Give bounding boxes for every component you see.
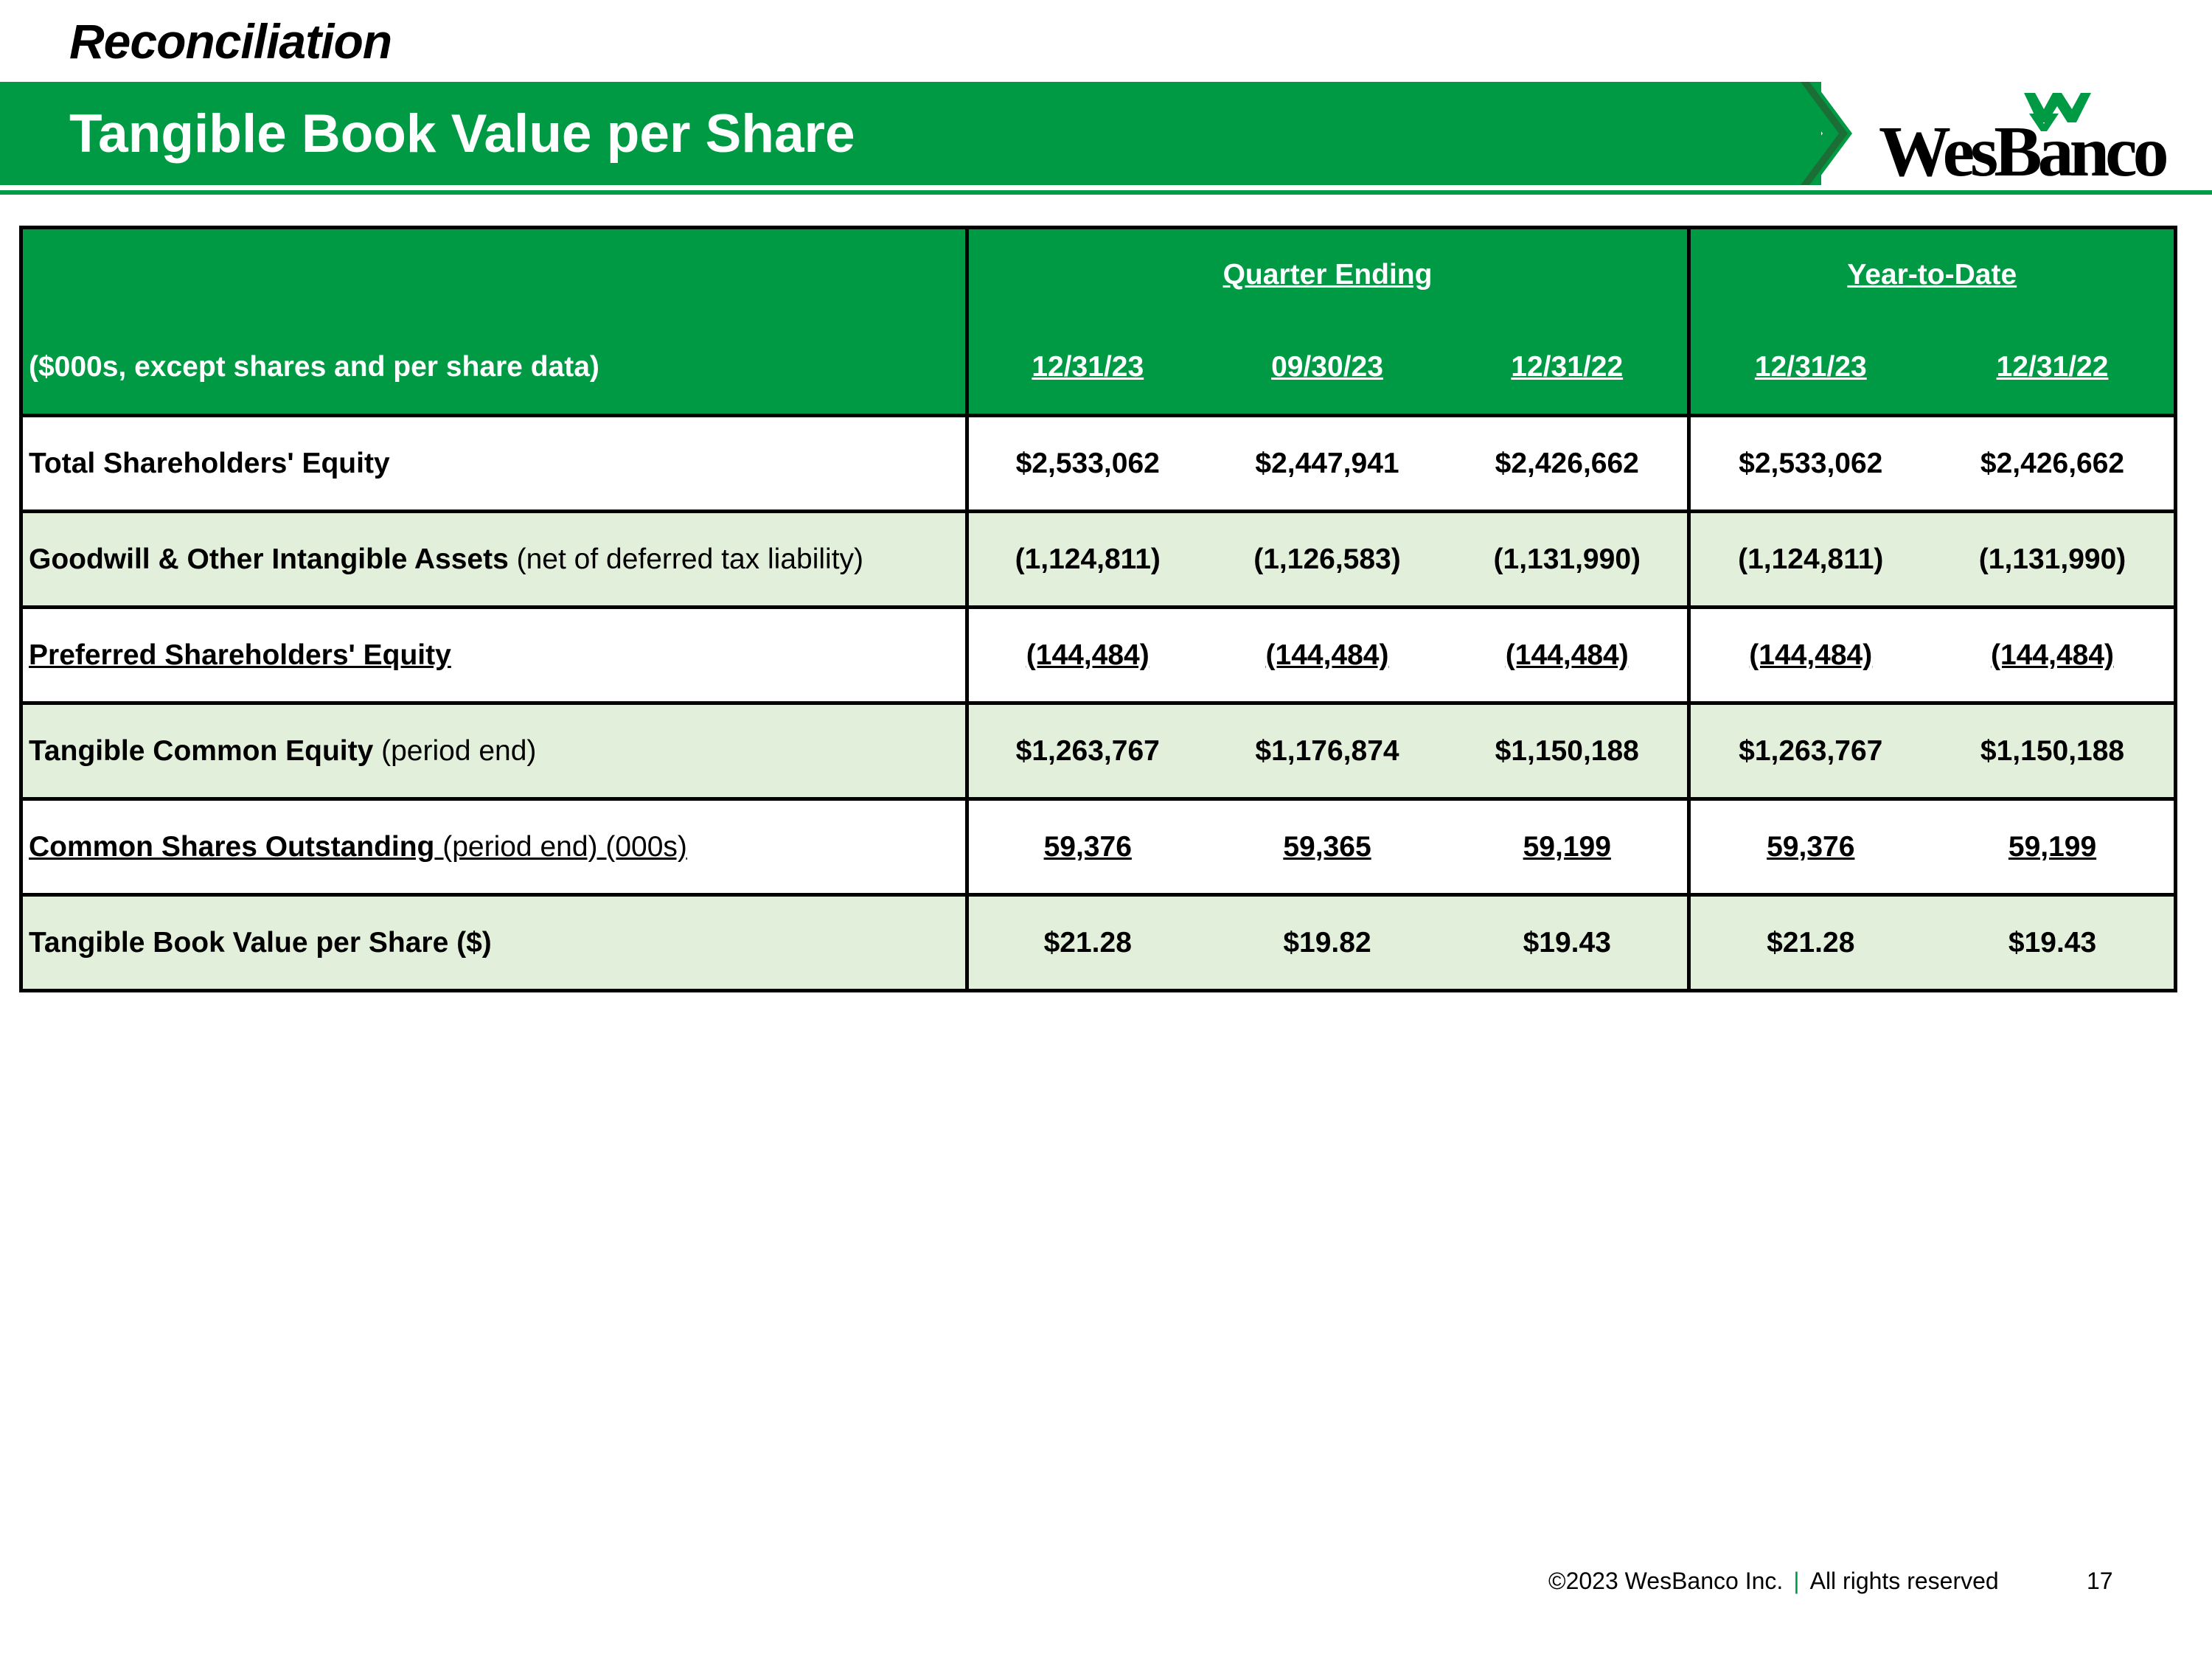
table-cell: (1,131,990) xyxy=(1931,509,2174,608)
table-cell: 59,376 xyxy=(964,797,1207,895)
table-cell: $21.28 xyxy=(1686,893,1932,989)
footer-copyright: ©2023 WesBanco Inc. xyxy=(1548,1568,1784,1594)
table-cell: 59,199 xyxy=(1447,797,1689,895)
table-cell: $1,150,188 xyxy=(1447,701,1689,799)
row-label: Common Shares Outstanding (period end) (… xyxy=(23,797,967,895)
table-cell: (1,124,811) xyxy=(1686,509,1932,608)
quarter-ending-header: Quarter Ending xyxy=(964,229,1689,320)
table-cell: (1,131,990) xyxy=(1447,509,1689,608)
column-header: 12/31/23 xyxy=(1686,320,1932,416)
title-rule xyxy=(0,190,2212,195)
table-cell: $2,426,662 xyxy=(1447,414,1689,512)
banner-chevron-icon xyxy=(1784,82,1852,185)
table-group-header-row: Quarter Ending Year-to-Date xyxy=(23,229,2174,320)
table-cell: $2,533,062 xyxy=(1686,414,1932,512)
tbv-reconciliation-table: Quarter Ending Year-to-Date ($000s, exce… xyxy=(18,226,2178,992)
wesbanco-w-logo-icon xyxy=(2024,93,2091,131)
table-cell: $2,447,941 xyxy=(1207,414,1447,512)
column-header: 12/31/23 xyxy=(964,320,1207,416)
table-cell: $21.28 xyxy=(964,893,1207,989)
row-label: Tangible Common Equity (period end) xyxy=(23,701,967,799)
table-cell: $1,150,188 xyxy=(1931,701,2174,799)
footer-rights: All rights reserved xyxy=(1809,1568,1999,1594)
table-cell: 59,376 xyxy=(1686,797,1932,895)
table-cell: $19.43 xyxy=(1931,893,2174,989)
units-label: ($000s, except shares and per share data… xyxy=(23,320,967,416)
table-cell: $2,426,662 xyxy=(1931,414,2174,512)
page-number: 17 xyxy=(2087,1568,2113,1594)
table-cell: $1,263,767 xyxy=(964,701,1207,799)
table-cell: 59,199 xyxy=(1931,797,2174,895)
table-row: Common Shares Outstanding (period end) (… xyxy=(23,797,2174,895)
row-label: Tangible Book Value per Share ($) xyxy=(23,893,967,989)
table-cell: 59,365 xyxy=(1207,797,1447,895)
table-cell: $2,533,062 xyxy=(964,414,1207,512)
table-column-header-row: ($000s, except shares and per share data… xyxy=(23,320,2174,416)
section-kicker: Reconciliation xyxy=(69,14,392,69)
page-title: Tangible Book Value per Share xyxy=(69,104,855,164)
row-label: Preferred Shareholders' Equity xyxy=(23,605,967,703)
table-cell: (144,484) xyxy=(1931,605,2174,703)
table-cell: $19.82 xyxy=(1207,893,1447,989)
year-to-date-header: Year-to-Date xyxy=(1686,229,2174,320)
table-cell: $19.43 xyxy=(1447,893,1689,989)
footer: ©2023 WesBanco Inc. | All rights reserved xyxy=(1548,1568,1999,1595)
table-cell: (144,484) xyxy=(964,605,1207,703)
column-header: 12/31/22 xyxy=(1931,320,2174,416)
table-cell: (144,484) xyxy=(1447,605,1689,703)
row-label: Goodwill & Other Intangible Assets (net … xyxy=(23,509,967,608)
table-cell: (1,126,583) xyxy=(1207,509,1447,608)
column-header: 12/31/22 xyxy=(1447,320,1689,416)
title-banner xyxy=(0,82,1821,185)
table-row: Total Shareholders' Equity $2,533,062 $2… xyxy=(23,414,2174,512)
table-cell: (144,484) xyxy=(1686,605,1932,703)
table-row: Tangible Book Value per Share ($) $21.28… xyxy=(23,893,2174,989)
footer-separator: | xyxy=(1793,1568,1800,1594)
table-cell: (144,484) xyxy=(1207,605,1447,703)
wesbanco-logo: WesBanco xyxy=(1879,112,2169,192)
table-cell: $1,263,767 xyxy=(1686,701,1932,799)
table-cell: (1,124,811) xyxy=(964,509,1207,608)
table-row: Preferred Shareholders' Equity (144,484)… xyxy=(23,605,2174,703)
table-cell: $1,176,874 xyxy=(1207,701,1447,799)
table-row: Goodwill & Other Intangible Assets (net … xyxy=(23,509,2174,608)
table-row: Tangible Common Equity (period end) $1,2… xyxy=(23,701,2174,799)
header-blank-cell xyxy=(23,229,967,320)
column-header: 09/30/23 xyxy=(1207,320,1447,416)
row-label: Total Shareholders' Equity xyxy=(23,414,967,512)
